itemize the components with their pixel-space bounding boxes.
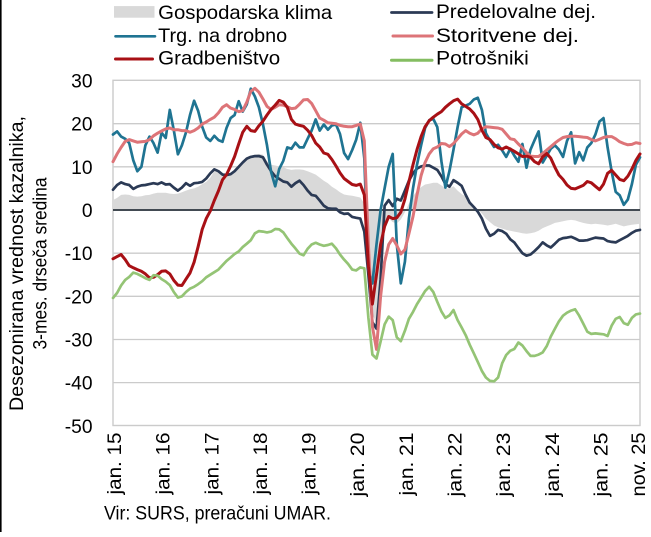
svg-text:-40: -40 xyxy=(65,374,93,395)
svg-text:30: 30 xyxy=(71,72,92,93)
svg-text:Predelovalne dej.: Predelovalne dej. xyxy=(436,2,596,23)
svg-text:jan. 22: jan. 22 xyxy=(446,433,467,498)
svg-text:Trg. na drobno: Trg. na drobno xyxy=(158,26,287,47)
svg-text:Desezonirana vrednost kazalnik: Desezonirana vrednost kazalnika, xyxy=(7,116,28,411)
svg-text:-50: -50 xyxy=(65,417,93,438)
svg-text:jan. 16: jan. 16 xyxy=(154,433,175,496)
svg-text:jan. 19: jan. 19 xyxy=(300,433,321,496)
svg-text:jan. 20: jan. 20 xyxy=(348,433,369,498)
svg-text:3-mes. drseča sredina: 3-mes. drseča sredina xyxy=(31,177,52,349)
svg-text:Gradbeništvo: Gradbeništvo xyxy=(158,48,280,69)
svg-text:10: 10 xyxy=(71,158,92,179)
svg-text:Vir: SURS, preračuni UMAR.: Vir: SURS, preračuni UMAR. xyxy=(104,504,331,525)
svg-text:jan. 23: jan. 23 xyxy=(494,433,515,498)
svg-text:jan. 18: jan. 18 xyxy=(251,433,272,496)
svg-text:-10: -10 xyxy=(65,244,93,265)
svg-text:nov. 25: nov. 25 xyxy=(629,433,650,497)
svg-text:jan. 24: jan. 24 xyxy=(543,432,564,497)
svg-text:Potrošniki: Potrošniki xyxy=(436,48,529,69)
svg-text:20: 20 xyxy=(71,115,92,136)
svg-text:Gospodarska klima: Gospodarska klima xyxy=(158,3,332,24)
svg-text:jan. 17: jan. 17 xyxy=(202,433,223,496)
svg-text:jan. 25: jan. 25 xyxy=(592,433,613,498)
svg-text:-30: -30 xyxy=(65,331,93,352)
svg-text:-20: -20 xyxy=(65,287,93,308)
svg-text:0: 0 xyxy=(82,201,93,222)
svg-text:jan. 21: jan. 21 xyxy=(397,433,418,497)
svg-text:jan. 15: jan. 15 xyxy=(105,433,126,496)
svg-text:Storitvene dej.: Storitvene dej. xyxy=(436,26,579,47)
